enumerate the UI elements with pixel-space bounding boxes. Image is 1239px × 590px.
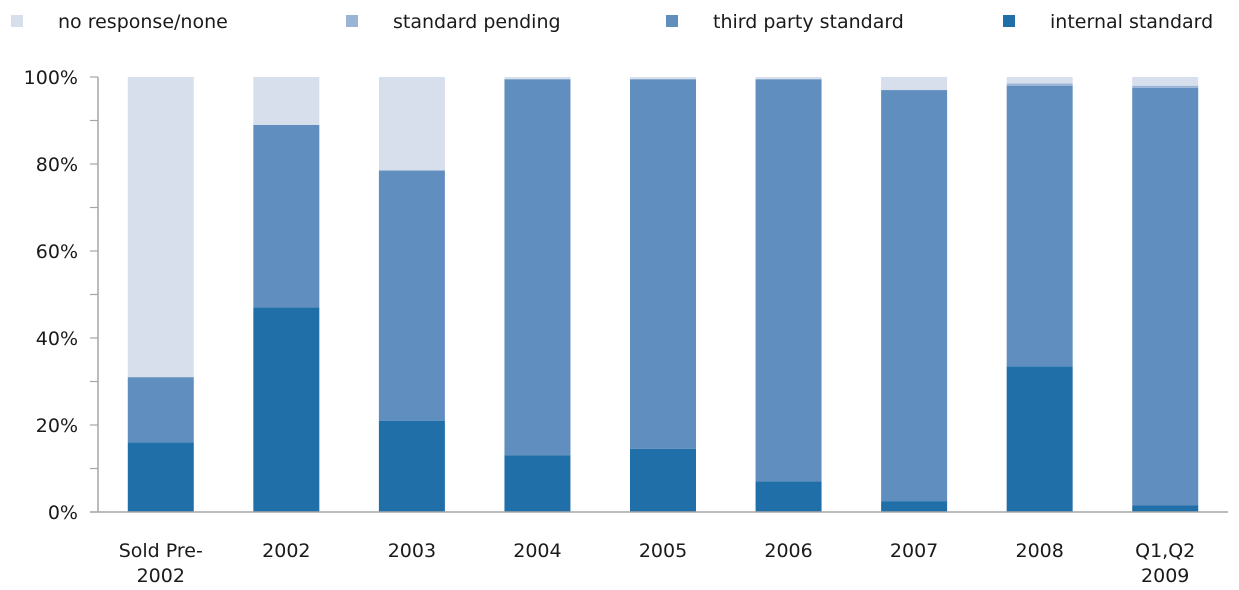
- legend-swatch: [346, 15, 358, 27]
- bar-segment-third-party-standard: [127, 377, 194, 443]
- bar-segment-internal-standard: [881, 501, 948, 512]
- bar-group-2002: [253, 77, 320, 512]
- bar-group-2004: [504, 77, 571, 512]
- x-axis: Sold Pre-2002 2002 2003 2004 2005 2006 2007 200…: [90, 511, 1228, 587]
- x-tick-label: 2004: [513, 540, 561, 562]
- x-tick-label: Q1,Q2 2009: [1135, 540, 1195, 587]
- legend-swatch: [1003, 15, 1015, 27]
- y-tick-label: 40%: [36, 328, 78, 350]
- bar-segment-no-response-none: [881, 77, 948, 91]
- bar-group-2003: [378, 77, 445, 512]
- bar-segment-internal-standard: [1132, 505, 1199, 512]
- legend-label: standard pending: [393, 11, 561, 33]
- bar-segment-no-response-none: [378, 77, 445, 171]
- bar-segment-no-response-none: [127, 77, 194, 378]
- chart-legend: no response/none standard pending third pa…: [11, 11, 1213, 33]
- y-tick-label: 60%: [36, 241, 78, 263]
- bar-segment-internal-standard: [755, 481, 822, 512]
- legend-label: internal standard: [1050, 11, 1213, 33]
- bar-segment-internal-standard: [378, 420, 445, 512]
- x-tick-label: 2007: [890, 540, 938, 562]
- bar-segment-no-response-none: [504, 77, 571, 80]
- x-tick-label: 2008: [1015, 540, 1063, 562]
- legend-label: no response/none: [58, 11, 228, 33]
- bar-segment-third-party-standard: [1132, 87, 1199, 506]
- bar-group-2007: [881, 77, 948, 512]
- bars: [127, 77, 1199, 512]
- x-tick-label: 2005: [639, 540, 687, 562]
- legend-swatch: [11, 15, 23, 27]
- y-tick-label: 100%: [24, 67, 78, 89]
- bar-group-2005: [630, 77, 696, 512]
- bar-group-2008: [1006, 77, 1073, 512]
- legend-item-third-party-standard: third party standard: [666, 11, 904, 33]
- bar-segment-internal-standard: [1006, 366, 1073, 512]
- bar-segment-no-response-none: [1006, 77, 1073, 84]
- bar-segment-third-party-standard: [378, 170, 445, 421]
- bar-segment-third-party-standard: [755, 79, 822, 482]
- bar-segment-no-response-none: [253, 77, 320, 125]
- x-tick-label: Sold Pre-2002: [119, 540, 203, 587]
- legend-swatch: [666, 15, 678, 27]
- bar-segment-internal-standard: [253, 307, 320, 512]
- y-axis: 0% 20% 40% 60% 80% 100%: [24, 67, 99, 524]
- x-tick-label: 2002: [262, 540, 310, 562]
- bar-segment-no-response-none: [1132, 77, 1199, 86]
- bar-group-q1-q2-2009: [1132, 77, 1199, 512]
- legend-item-internal-standard: internal standard: [1003, 11, 1213, 33]
- y-tick-label: 80%: [36, 154, 78, 176]
- bar-segment-no-response-none: [630, 77, 696, 80]
- legend-item-no-response-none: no response/none: [11, 11, 228, 33]
- bar-segment-standard-pending: [1132, 85, 1199, 88]
- bar-segment-third-party-standard: [253, 124, 320, 308]
- bar-segment-third-party-standard: [881, 90, 948, 502]
- bar-segment-internal-standard: [504, 455, 571, 512]
- legend-label: third party standard: [713, 11, 904, 33]
- bar-segment-internal-standard: [630, 448, 696, 512]
- bar-segment-third-party-standard: [504, 79, 571, 456]
- bar-segment-internal-standard: [127, 442, 194, 512]
- bar-segment-standard-pending: [1006, 83, 1073, 86]
- bar-group-2006: [755, 77, 822, 512]
- y-tick-label: 0%: [48, 502, 78, 524]
- x-tick-label: 2006: [764, 540, 812, 562]
- bar-segment-third-party-standard: [630, 79, 696, 449]
- bar-segment-third-party-standard: [1006, 85, 1073, 367]
- x-tick-label: 2003: [388, 540, 436, 562]
- bar-group-sold-pre-2002: [127, 77, 194, 512]
- y-tick-label: 20%: [36, 415, 78, 437]
- bar-segment-no-response-none: [755, 77, 822, 80]
- legend-item-standard-pending: standard pending: [346, 11, 561, 33]
